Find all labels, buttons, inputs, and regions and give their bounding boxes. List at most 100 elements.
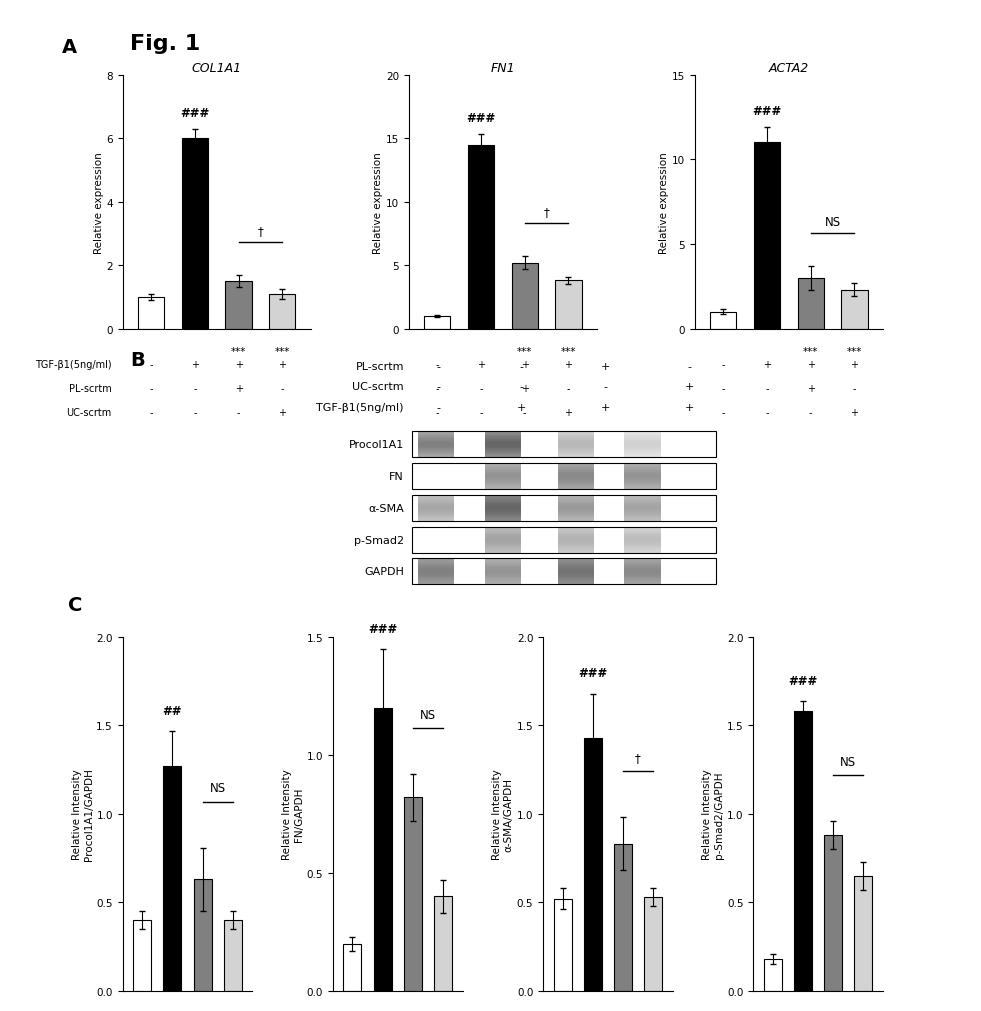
Text: TGF-β1(5ng/ml): TGF-β1(5ng/ml) [317,402,404,412]
Bar [374,708,391,991]
Bar [824,835,842,991]
Text: +: + [564,408,572,419]
Text: +: + [851,360,858,370]
Text: -: - [852,384,856,394]
Bar [584,738,601,991]
Text: GAPDH: GAPDH [364,567,404,577]
Y-axis label: Relative expression: Relative expression [93,152,104,254]
Text: ***: *** [231,347,246,357]
Text: -: - [721,408,725,419]
Bar [434,897,452,991]
Bar [614,844,632,991]
Text: B: B [130,350,145,369]
Text: -: - [436,408,439,419]
Text: -: - [437,402,440,412]
Text: ***: *** [561,347,576,357]
Text: PL-scrtm: PL-scrtm [69,384,112,394]
Text: -: - [721,360,725,370]
Text: +: + [234,384,242,394]
Text: -: - [193,384,196,394]
Text: ###: ### [466,112,495,125]
Text: +: + [600,362,610,371]
Text: +: + [477,360,485,370]
Bar [412,463,716,489]
Bar [764,959,782,991]
Bar [181,140,208,330]
Text: +: + [685,402,694,412]
Text: †: † [258,224,263,238]
Text: NS: NS [210,782,226,795]
Bar [412,527,716,553]
Bar [133,920,151,991]
Text: ###: ### [578,667,607,679]
Text: †: † [543,206,549,219]
Bar [753,144,780,330]
Text: -: - [281,384,284,394]
Bar [424,316,450,330]
Text: ###: ### [181,106,210,119]
Text: +: + [806,384,814,394]
Text: -: - [765,384,769,394]
Text: +: + [564,360,572,370]
Text: -: - [236,408,240,419]
Bar [854,876,872,991]
Y-axis label: Relative expression: Relative expression [659,152,669,254]
Text: NS: NS [840,755,856,768]
Text: -: - [721,384,725,394]
Text: -: - [437,362,440,371]
Bar [193,880,212,991]
Text: ***: *** [847,347,862,357]
Text: ###: ### [368,622,397,635]
Bar [138,297,164,330]
Text: -: - [567,384,570,394]
Y-axis label: Relative Intensity
Procol1A1/GAPDH: Relative Intensity Procol1A1/GAPDH [72,767,93,860]
Title: FN1: FN1 [490,62,515,75]
Text: -: - [523,408,527,419]
Text: -: - [149,384,153,394]
Text: +: + [806,360,814,370]
Bar [412,527,716,553]
Bar [842,290,867,330]
Text: ###: ### [789,674,817,686]
Bar [412,559,716,584]
Text: NS: NS [420,708,436,721]
Text: +: + [517,402,527,412]
Text: A: A [63,37,77,57]
Bar [412,495,716,521]
Text: C: C [68,595,82,614]
Text: -: - [479,408,483,419]
Text: Procol1A1: Procol1A1 [348,440,404,450]
Bar [798,279,824,330]
Text: +: + [521,384,529,394]
Bar [412,432,716,458]
Text: UC-scrtm: UC-scrtm [352,382,404,392]
Text: +: + [763,360,771,370]
Text: p-Smad2: p-Smad2 [354,535,404,545]
Text: +: + [600,402,610,412]
Text: -: - [765,408,769,419]
Bar [710,312,737,330]
Text: +: + [521,360,529,370]
Text: +: + [685,382,694,392]
Bar [555,281,582,330]
Text: -: - [436,360,439,370]
Bar [645,897,662,991]
Text: -: - [149,408,153,419]
Text: -: - [809,408,812,419]
Text: -: - [603,382,607,392]
Text: -: - [436,384,439,394]
Y-axis label: Relative Intensity
FN/GAPDH: Relative Intensity FN/GAPDH [283,768,304,859]
Bar [404,798,422,991]
Text: ***: *** [517,347,533,357]
Text: +: + [279,360,286,370]
Text: α-SMA: α-SMA [368,503,404,514]
Text: UC-scrtm: UC-scrtm [67,408,112,419]
Text: -: - [479,384,483,394]
Bar [553,899,572,991]
Text: +: + [191,360,199,370]
Bar [164,766,181,991]
Y-axis label: Relative expression: Relative expression [373,152,383,254]
Title: COL1A1: COL1A1 [191,62,241,75]
Text: ###: ### [752,105,782,118]
Text: ***: *** [275,347,290,357]
